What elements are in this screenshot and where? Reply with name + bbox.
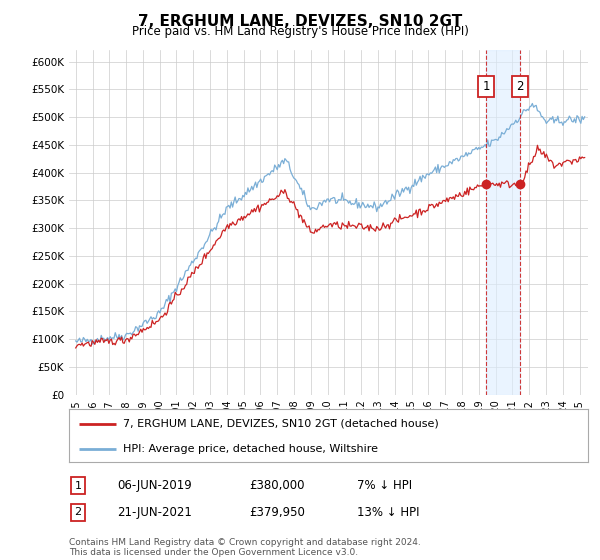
Text: HPI: Average price, detached house, Wiltshire: HPI: Average price, detached house, Wilt… bbox=[124, 444, 379, 454]
Text: 7, ERGHUM LANE, DEVIZES, SN10 2GT (detached house): 7, ERGHUM LANE, DEVIZES, SN10 2GT (detac… bbox=[124, 419, 439, 429]
Text: 2: 2 bbox=[517, 80, 524, 93]
Text: 1: 1 bbox=[74, 480, 82, 491]
Text: Price paid vs. HM Land Registry's House Price Index (HPI): Price paid vs. HM Land Registry's House … bbox=[131, 25, 469, 38]
Text: 2: 2 bbox=[74, 507, 82, 517]
Text: £380,000: £380,000 bbox=[249, 479, 305, 492]
Text: Contains HM Land Registry data © Crown copyright and database right 2024.
This d: Contains HM Land Registry data © Crown c… bbox=[69, 538, 421, 557]
Text: 7, ERGHUM LANE, DEVIZES, SN10 2GT: 7, ERGHUM LANE, DEVIZES, SN10 2GT bbox=[138, 14, 462, 29]
Text: 13% ↓ HPI: 13% ↓ HPI bbox=[357, 506, 419, 519]
Bar bbox=[486, 50, 520, 395]
Text: 06-JUN-2019: 06-JUN-2019 bbox=[117, 479, 192, 492]
Text: 1: 1 bbox=[482, 80, 490, 93]
Text: 7% ↓ HPI: 7% ↓ HPI bbox=[357, 479, 412, 492]
Text: 21-JUN-2021: 21-JUN-2021 bbox=[117, 506, 192, 519]
Text: £379,950: £379,950 bbox=[249, 506, 305, 519]
